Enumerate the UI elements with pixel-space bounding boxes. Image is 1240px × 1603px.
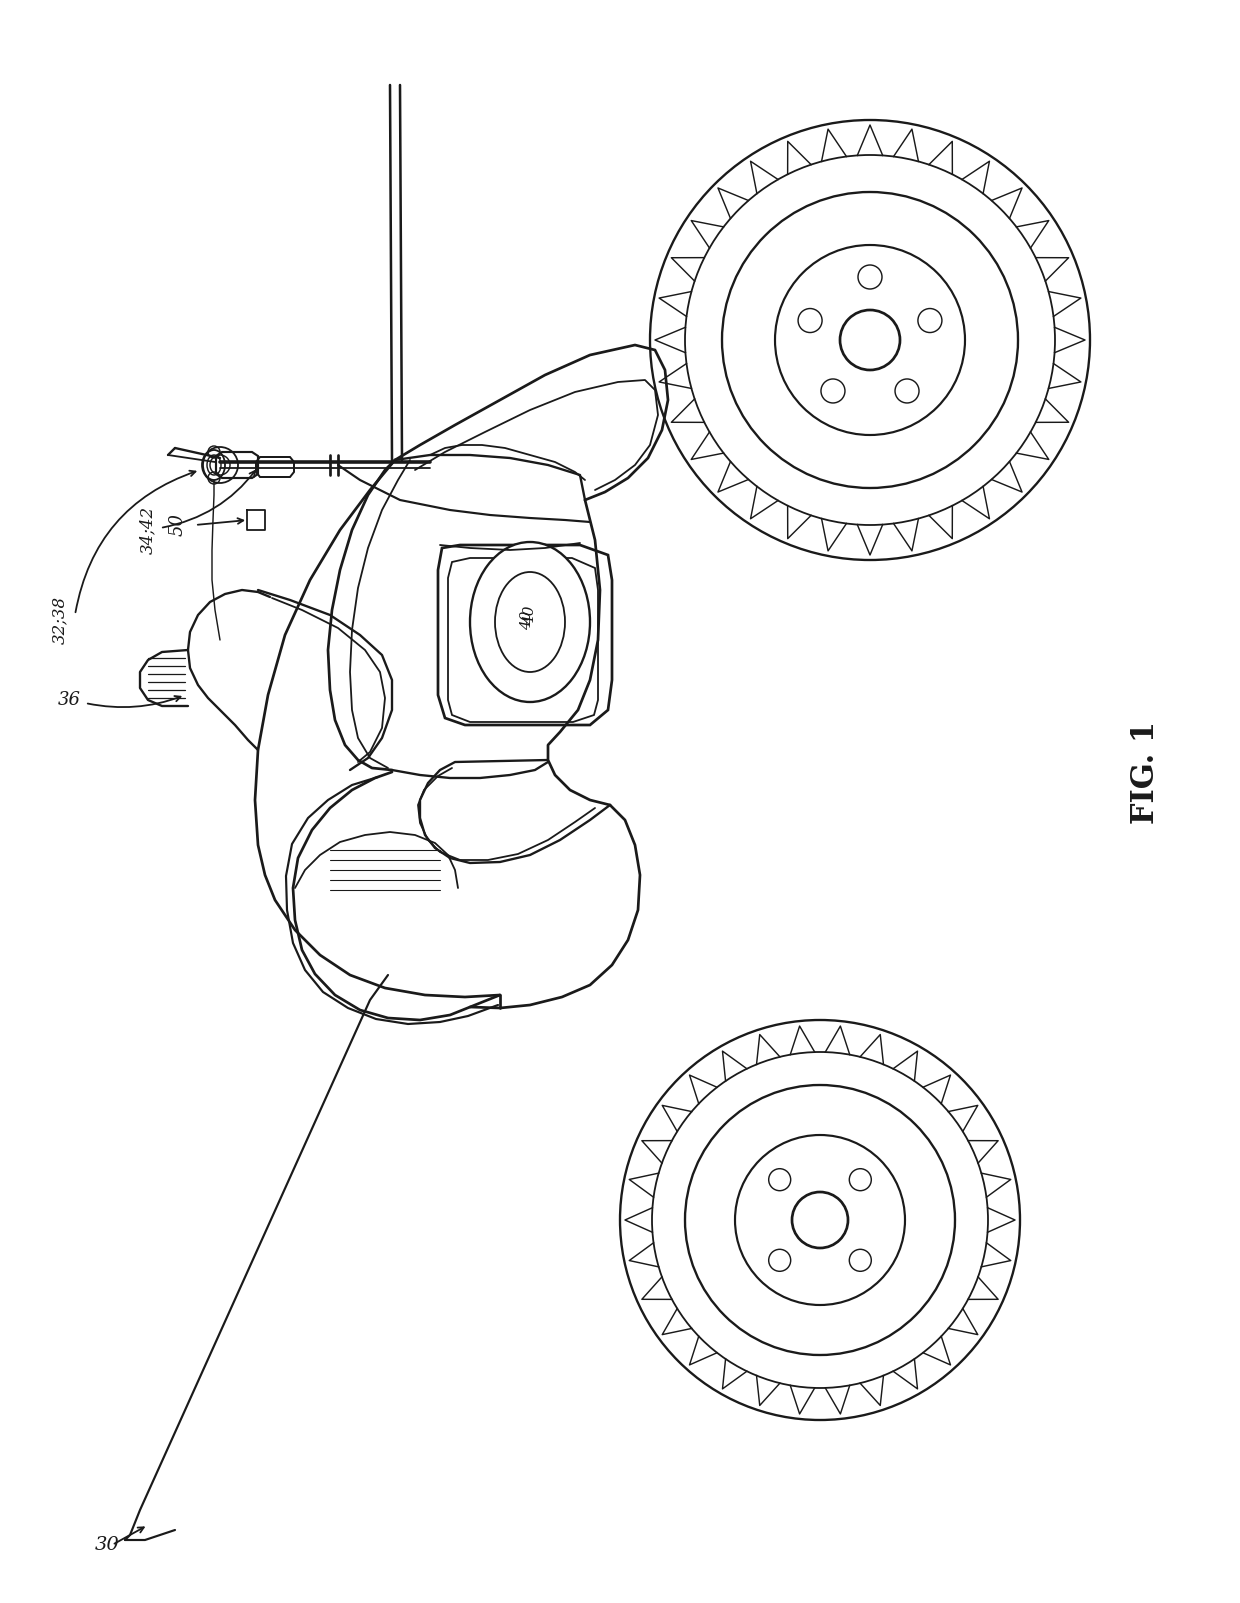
Text: 50: 50 [169, 513, 187, 537]
Ellipse shape [470, 542, 590, 702]
Text: 34;42: 34;42 [139, 507, 156, 555]
Ellipse shape [495, 572, 565, 672]
Text: 36: 36 [58, 691, 81, 709]
Text: 40: 40 [523, 606, 537, 625]
Text: 40: 40 [520, 611, 534, 630]
Text: 32;38: 32;38 [52, 596, 68, 644]
Text: FIG. 1: FIG. 1 [1130, 721, 1161, 824]
Text: 30: 30 [95, 1536, 120, 1553]
